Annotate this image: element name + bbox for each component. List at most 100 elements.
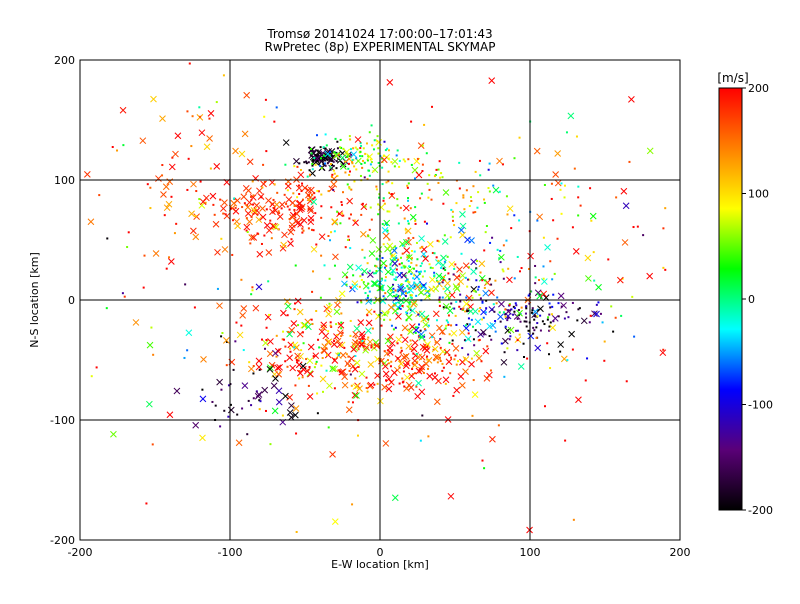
scatter-x-marker: [435, 259, 442, 266]
scatter-dot-marker: [421, 170, 424, 173]
scatter-dot-marker: [183, 356, 186, 359]
scatter-dot-marker: [389, 266, 392, 269]
scatter-x-marker: [350, 151, 358, 158]
scatter-dot-marker: [347, 238, 350, 241]
scatter-x-marker: [459, 272, 467, 279]
scatter-dot-marker: [261, 338, 264, 341]
scatter-dot-marker: [522, 342, 525, 345]
scatter-x-marker: [482, 289, 490, 297]
scatter-dot-marker: [462, 307, 465, 310]
scatter-dot-marker: [353, 165, 356, 168]
scatter-dot-marker: [408, 291, 411, 294]
scatter-dot-marker: [479, 297, 482, 300]
scatter-dot-marker: [417, 336, 420, 339]
scatter-dot-marker: [563, 184, 566, 187]
scatter-dot-marker: [382, 243, 385, 246]
scatter-dot-marker: [371, 144, 374, 147]
scatter-dot-marker: [198, 198, 201, 201]
scatter-dot-marker: [533, 315, 536, 318]
scatter-dot-marker: [390, 324, 393, 327]
scatter-dot-marker: [263, 115, 266, 118]
scatter-dot-marker: [351, 162, 354, 165]
scatter-dot-marker: [496, 296, 499, 299]
scatter-dot-marker: [396, 357, 399, 360]
scatter-dot-marker: [486, 345, 489, 348]
scatter-dot-marker: [504, 315, 507, 318]
scatter-dot-marker: [378, 196, 381, 199]
scatter-dot-marker: [409, 287, 412, 290]
scatter-dot-marker: [520, 267, 523, 270]
scatter-dot-marker: [383, 318, 386, 321]
scatter-dot-marker: [423, 270, 426, 273]
colorbar-tick-label: 0: [748, 293, 755, 306]
scatter-dot-marker: [499, 320, 502, 323]
scatter-x-marker: [426, 240, 434, 248]
scatter-x-marker: [203, 143, 211, 151]
scatter-x-marker: [396, 271, 404, 279]
scatter-x-marker: [549, 324, 557, 332]
scatter-dot-marker: [388, 362, 391, 365]
scatter-dot-marker: [410, 261, 413, 264]
scatter-dot-marker: [513, 277, 516, 280]
scatter-x-marker: [489, 435, 496, 443]
scatter-dot-marker: [326, 162, 329, 165]
scatter-dot-marker: [421, 163, 424, 166]
scatter-x-marker: [418, 363, 426, 371]
scatter-dot-marker: [524, 305, 527, 308]
scatter-x-marker: [575, 396, 582, 404]
scatter-dot-marker: [414, 219, 417, 222]
scatter-dot-marker: [336, 174, 339, 177]
scatter-x-marker: [159, 115, 166, 122]
scatter-dot-marker: [370, 124, 373, 127]
scatter-dot-marker: [384, 298, 387, 301]
scatter-dot-marker: [284, 360, 287, 363]
scatter-dot-marker: [457, 360, 460, 363]
scatter-dot-marker: [514, 302, 517, 305]
scatter-x-marker: [255, 216, 263, 224]
scatter-dot-marker: [588, 321, 591, 324]
scatter-dot-marker: [426, 345, 429, 348]
scatter-dot-marker: [431, 336, 434, 339]
scatter-dot-marker: [347, 400, 350, 403]
scatter-dot-marker: [314, 157, 317, 160]
scatter-dot-marker: [431, 105, 434, 108]
scatter-dot-marker: [404, 274, 407, 277]
scatter-x-marker: [422, 321, 430, 329]
scatter-x-marker: [246, 158, 254, 166]
scatter-dot-marker: [265, 150, 268, 153]
scatter-x-marker: [370, 280, 378, 287]
scatter-dot-marker: [307, 194, 310, 197]
scatter-dot-marker: [535, 326, 538, 329]
scatter-x-marker: [276, 213, 284, 220]
scatter-x-marker: [282, 392, 289, 400]
scatter-x-marker: [274, 347, 282, 355]
colorbar: [718, 87, 743, 511]
scatter-x-marker: [659, 349, 667, 357]
scatter-x-marker: [284, 182, 292, 190]
scatter-dot-marker: [444, 382, 447, 385]
scatter-x-marker: [567, 112, 575, 120]
scatter-x-marker: [431, 373, 439, 381]
scatter-x-marker: [391, 260, 399, 267]
scatter-x-marker: [216, 302, 223, 310]
scatter-dot-marker: [204, 201, 207, 204]
scatter-dot-marker: [305, 358, 308, 361]
scatter-dot-marker: [548, 353, 551, 356]
scatter-dot-marker: [407, 158, 410, 161]
scatter-x-marker: [377, 284, 385, 292]
scatter-dot-marker: [316, 134, 319, 137]
scatter-x-marker: [386, 349, 394, 356]
scatter-dot-marker: [472, 338, 475, 341]
scatter-x-marker: [330, 180, 338, 188]
scatter-x-marker: [254, 392, 262, 400]
scatter-dot-marker: [250, 293, 253, 296]
scatter-dot-marker: [441, 369, 444, 372]
scatter-x-marker: [414, 283, 422, 291]
scatter-dot-marker: [465, 296, 468, 299]
scatter-x-marker: [420, 315, 428, 323]
scatter-dot-marker: [407, 280, 410, 283]
scatter-dot-marker: [450, 324, 453, 327]
scatter-dot-marker: [389, 289, 392, 292]
scatter-dot-marker: [320, 216, 323, 219]
